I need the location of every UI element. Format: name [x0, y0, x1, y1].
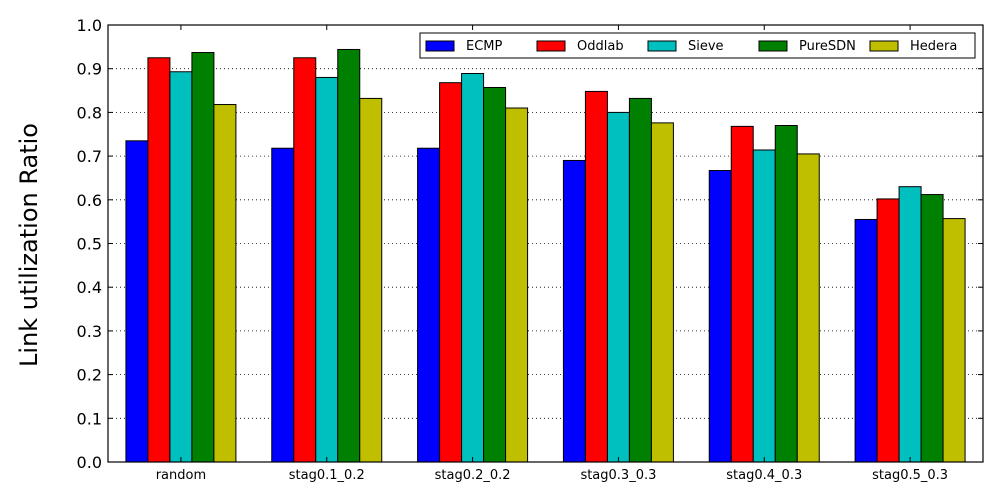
- legend-swatch-oddlab: [536, 40, 566, 52]
- axes: [107, 24, 984, 463]
- bar-hedera-stag0-2-0-2: [505, 107, 529, 463]
- x-tick-label: stag0.3_0.3: [580, 468, 656, 483]
- bar-puresdn-stag0-5-0-3: [920, 194, 944, 463]
- bar-oddlab-stag0-1-0-2: [293, 57, 317, 463]
- bar-puresdn-stag0-4-0-3: [774, 125, 798, 463]
- legend-swatch-hedera: [869, 40, 899, 52]
- bar-sieve-stag0-2-0-2: [461, 73, 485, 463]
- grid-lines: [108, 68, 983, 419]
- legend-swatch-puresdn: [758, 40, 788, 52]
- bar-ecmp-stag0-4-0-3: [708, 170, 732, 463]
- y-axis-label: Link utilization Ratio: [15, 123, 43, 367]
- legend-swatch-ecmp: [425, 40, 455, 52]
- bar-oddlab-stag0-2-0-2: [439, 82, 463, 463]
- x-tick-label: stag0.4_0.3: [726, 468, 802, 483]
- legend-swatch-sieve: [647, 40, 677, 52]
- x-tick-label: random: [156, 468, 206, 483]
- bars: [125, 48, 966, 463]
- y-tick-label: 0.2: [77, 366, 102, 385]
- bar-oddlab-stag0-3-0-3: [584, 90, 608, 463]
- bar-ecmp-stag0-3-0-3: [562, 159, 586, 463]
- y-tick-label: 0.3: [77, 322, 102, 341]
- y-ticks: 0.0 0.1 0.2 0.3 0.4 0.5 0.6 0.7 0.8 0.9 1.0: [77, 16, 983, 472]
- y-tick-label: 0.6: [77, 191, 102, 210]
- plot-frame: [107, 24, 984, 463]
- y-tick-label: 0.8: [77, 103, 102, 122]
- bar-hedera-stag0-5-0-3: [942, 218, 966, 463]
- y-tick-label: 0.0: [77, 453, 102, 472]
- legend-label-sieve: Sieve: [688, 39, 724, 54]
- bar-ecmp-stag0-2-0-2: [417, 147, 441, 463]
- bar-puresdn-random: [191, 52, 215, 463]
- bar-oddlab-stag0-5-0-3: [876, 198, 900, 463]
- legend-label-oddlab: Oddlab: [577, 39, 624, 54]
- bar-puresdn-stag0-1-0-2: [337, 48, 361, 463]
- y-tick-label: 0.1: [77, 409, 102, 428]
- y-tick-label: 0.4: [77, 278, 102, 297]
- y-tick-label: 0.5: [77, 235, 102, 254]
- bar-oddlab-stag0-4-0-3: [730, 125, 754, 463]
- bar-hedera-stag0-3-0-3: [650, 122, 674, 463]
- y-tick-label: 0.9: [77, 60, 102, 79]
- bar-hedera-stag0-4-0-3: [796, 153, 820, 463]
- y-tick-label: 1.0: [77, 16, 102, 35]
- legend: ECMP Oddlab Sieve PureSDN Hedera: [419, 32, 976, 59]
- legend-label-ecmp: ECMP: [466, 39, 503, 54]
- bar-puresdn-stag0-2-0-2: [483, 86, 507, 463]
- bar-oddlab-random: [147, 57, 171, 463]
- bar-puresdn-stag0-3-0-3: [628, 97, 652, 463]
- y-tick-label: 0.7: [77, 147, 102, 166]
- bar-ecmp-random: [125, 140, 149, 463]
- x-tick-label: stag0.1_0.2: [289, 468, 365, 483]
- bar-sieve-stag0-4-0-3: [752, 149, 776, 463]
- bar-hedera-stag0-1-0-2: [359, 97, 383, 463]
- bar-sieve-random: [169, 71, 193, 463]
- x-tick-label: stag0.2_0.2: [435, 468, 511, 483]
- legend-label-puresdn: PureSDN: [799, 39, 856, 54]
- bar-ecmp-stag0-5-0-3: [854, 218, 878, 463]
- bar-sieve-stag0-1-0-2: [315, 76, 339, 463]
- x-tick-labels: random stag0.1_0.2 stag0.2_0.2 stag0.3_0.3 s…: [156, 25, 948, 483]
- bar-ecmp-stag0-1-0-2: [271, 147, 295, 463]
- bar-sieve-stag0-3-0-3: [606, 111, 630, 463]
- bar-sieve-stag0-5-0-3: [898, 186, 922, 463]
- bar-hedera-random: [213, 104, 237, 463]
- legend-label-hedera: Hedera: [910, 39, 957, 54]
- x-tick-label: stag0.5_0.3: [872, 468, 948, 483]
